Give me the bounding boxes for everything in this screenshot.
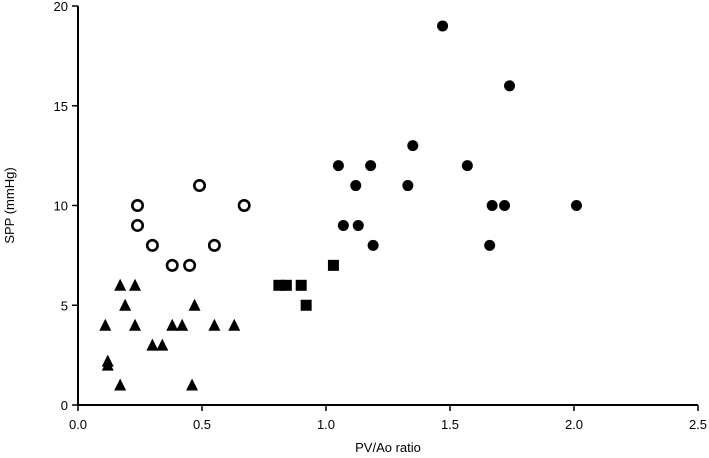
x-tick-label: 0.0 — [69, 417, 87, 432]
open-circle-point — [131, 218, 145, 232]
y-tick-label: 0 — [61, 398, 68, 413]
triangle-point — [99, 318, 112, 331]
triangle-point — [114, 378, 127, 391]
square-point — [327, 259, 339, 271]
y-tick-label: 5 — [61, 298, 68, 313]
filled-circle-point — [407, 140, 419, 152]
filled-circle-point — [437, 20, 449, 32]
y-tick-label: 15 — [54, 99, 68, 114]
filled-circle-point — [337, 219, 349, 231]
triangle-point — [129, 318, 142, 331]
filled-circle-point — [365, 160, 377, 172]
open-circle-point — [165, 258, 179, 272]
filled-circle-point — [367, 239, 379, 251]
x-tick-label: 1.0 — [317, 417, 335, 432]
y-tick-label: 20 — [54, 0, 68, 14]
x-tick-label: 2.0 — [565, 417, 583, 432]
filled-circle-point — [486, 200, 498, 211]
open-circle-point — [193, 179, 207, 193]
filled-circle-point — [570, 200, 582, 211]
filled-circle-point — [461, 160, 473, 172]
axes — [77, 6, 698, 406]
filled-circle-point — [504, 80, 516, 92]
square-point — [273, 279, 285, 291]
x-tick-label: 0.5 — [193, 417, 211, 432]
y-axis-title: SPP (mmHg) — [2, 167, 17, 243]
triangle-point — [129, 278, 142, 291]
open-circle-point — [237, 199, 251, 213]
triangle-point — [176, 318, 189, 331]
open-circle-point — [145, 238, 159, 252]
y-tick-label: 10 — [54, 199, 68, 214]
square-point — [280, 279, 292, 291]
triangle-point — [228, 318, 241, 331]
triangle-point — [186, 378, 199, 391]
open-circle-point — [183, 258, 197, 272]
triangle-point — [101, 358, 114, 371]
triangle-point — [156, 338, 169, 351]
square-point — [295, 279, 307, 291]
triangle-point — [119, 298, 132, 311]
open-circle-point — [207, 238, 221, 252]
triangle-point — [208, 318, 221, 331]
triangle-point — [146, 338, 159, 351]
x-tick-label: 1.5 — [441, 417, 459, 432]
filled-circle-point — [484, 239, 496, 251]
filled-circle-point — [332, 160, 344, 172]
filled-circle-point — [352, 219, 364, 231]
square-point — [300, 299, 312, 311]
data-points — [99, 20, 582, 391]
triangle-point — [188, 298, 201, 311]
x-tick-label: 2.5 — [689, 417, 707, 432]
open-circle-point — [131, 199, 145, 213]
filled-circle-point — [499, 200, 511, 211]
triangle-point — [166, 318, 179, 331]
filled-circle-point — [350, 180, 362, 192]
triangle-point — [114, 278, 127, 291]
x-axis-title: PV/Ao ratio — [355, 440, 421, 455]
filled-circle-point — [402, 180, 414, 192]
ticks: 0.0 0.5 1.0 1.5 2.0 2.5 0 5 10 15 20 — [54, 0, 708, 432]
